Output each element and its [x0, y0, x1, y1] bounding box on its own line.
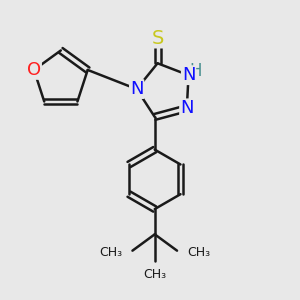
Text: CH₃: CH₃ [143, 268, 166, 281]
Text: H: H [190, 62, 202, 80]
Text: N: N [130, 80, 143, 98]
Text: CH₃: CH₃ [188, 246, 211, 259]
Text: N: N [180, 99, 194, 117]
Text: S: S [152, 28, 164, 47]
Text: O: O [27, 61, 41, 79]
Text: CH₃: CH₃ [99, 246, 122, 259]
Text: N: N [182, 66, 195, 84]
